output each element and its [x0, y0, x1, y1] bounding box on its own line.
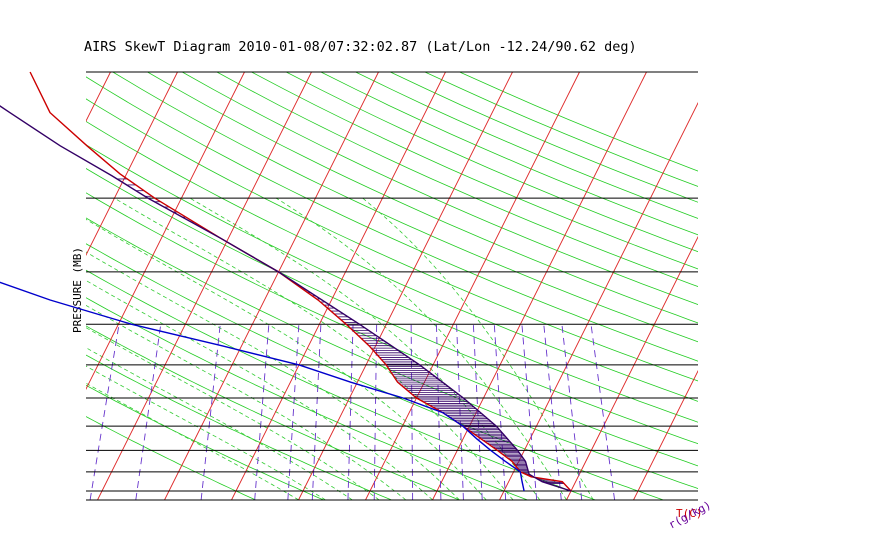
dry-adiabat — [390, 72, 698, 203]
dry-adiabat — [86, 354, 392, 500]
y-axis-label: PRESSURE (MB) — [71, 247, 84, 333]
isotherm — [298, 72, 513, 500]
dry-adiabat — [86, 98, 698, 382]
mixing-ratio-line — [590, 324, 616, 500]
dry-adiabat — [86, 76, 698, 362]
air-parcel-temp-line — [0, 105, 572, 492]
isotherm — [701, 72, 870, 500]
temperature-unit-label: T(C) — [676, 507, 703, 520]
moist-adiabat — [86, 327, 380, 500]
mixing-ratio-line — [135, 324, 162, 500]
dry-adiabat — [320, 72, 698, 236]
chart-title: AIRS SkewT Diagram 2010-01-08/07:32:02.8… — [84, 39, 637, 55]
dew-point-temp-line — [0, 281, 525, 492]
mixing-ratio-line — [200, 324, 221, 500]
ambient-air-temp-line — [29, 71, 572, 492]
dry-adiabat — [112, 72, 698, 343]
dry-adiabat — [286, 72, 698, 253]
moist-adiabat — [86, 279, 433, 500]
dry-adiabat — [86, 325, 460, 500]
mixing-ratio-line — [543, 324, 562, 500]
dry-adiabat — [86, 384, 324, 500]
isotherm — [231, 72, 446, 500]
isotherm — [566, 235, 698, 500]
moist-adiabat — [275, 197, 567, 500]
mixing-ratio-line — [287, 324, 300, 500]
dry-adiabat — [86, 192, 698, 467]
isotherm — [97, 72, 312, 500]
dry-adiabat — [86, 243, 664, 500]
moist-adiabat — [114, 197, 514, 500]
dry-adiabat — [86, 297, 528, 500]
isotherm — [86, 72, 178, 257]
mixing-ratio-line — [311, 324, 322, 500]
moist-adiabat — [86, 218, 487, 500]
dry-adiabat — [86, 217, 698, 490]
mixing-ratio-line — [436, 324, 442, 500]
dry-adiabat — [86, 168, 698, 445]
moist-adiabat — [189, 197, 541, 500]
isotherm — [86, 72, 245, 391]
dry-adiabat — [147, 72, 698, 324]
moist-adiabat — [86, 365, 326, 500]
isotherm — [633, 369, 698, 500]
mixing-ratio-line — [254, 324, 270, 500]
moist-adiabat — [86, 382, 299, 500]
mixing-ratio-line — [410, 324, 414, 500]
dry-adiabat — [86, 416, 256, 500]
moist-adiabat — [86, 304, 407, 500]
dry-adiabat — [86, 120, 698, 402]
dry-adiabat — [86, 269, 596, 500]
mixing-ratio-line — [89, 324, 120, 500]
mixing-ratio-line — [347, 324, 354, 500]
mixing-ratio-line — [493, 324, 507, 500]
isotherm — [86, 72, 111, 123]
moist-adiabat — [362, 197, 594, 500]
mixing-ratio-line — [521, 324, 538, 500]
dry-adiabat — [251, 72, 698, 270]
isotherm — [432, 72, 647, 500]
dry-adiabat — [86, 144, 698, 423]
isotherm — [499, 101, 698, 500]
isotherm — [164, 72, 379, 500]
dry-adiabat — [182, 72, 698, 305]
dry-adiabat — [216, 72, 698, 287]
dry-adiabat — [459, 72, 698, 172]
mixing-ratio-unit-label: r(g/kg) — [666, 498, 713, 531]
isotherm — [768, 72, 870, 500]
mixing-ratio-line — [561, 324, 583, 500]
isotherm — [365, 72, 580, 500]
isotherm — [0, 72, 44, 500]
